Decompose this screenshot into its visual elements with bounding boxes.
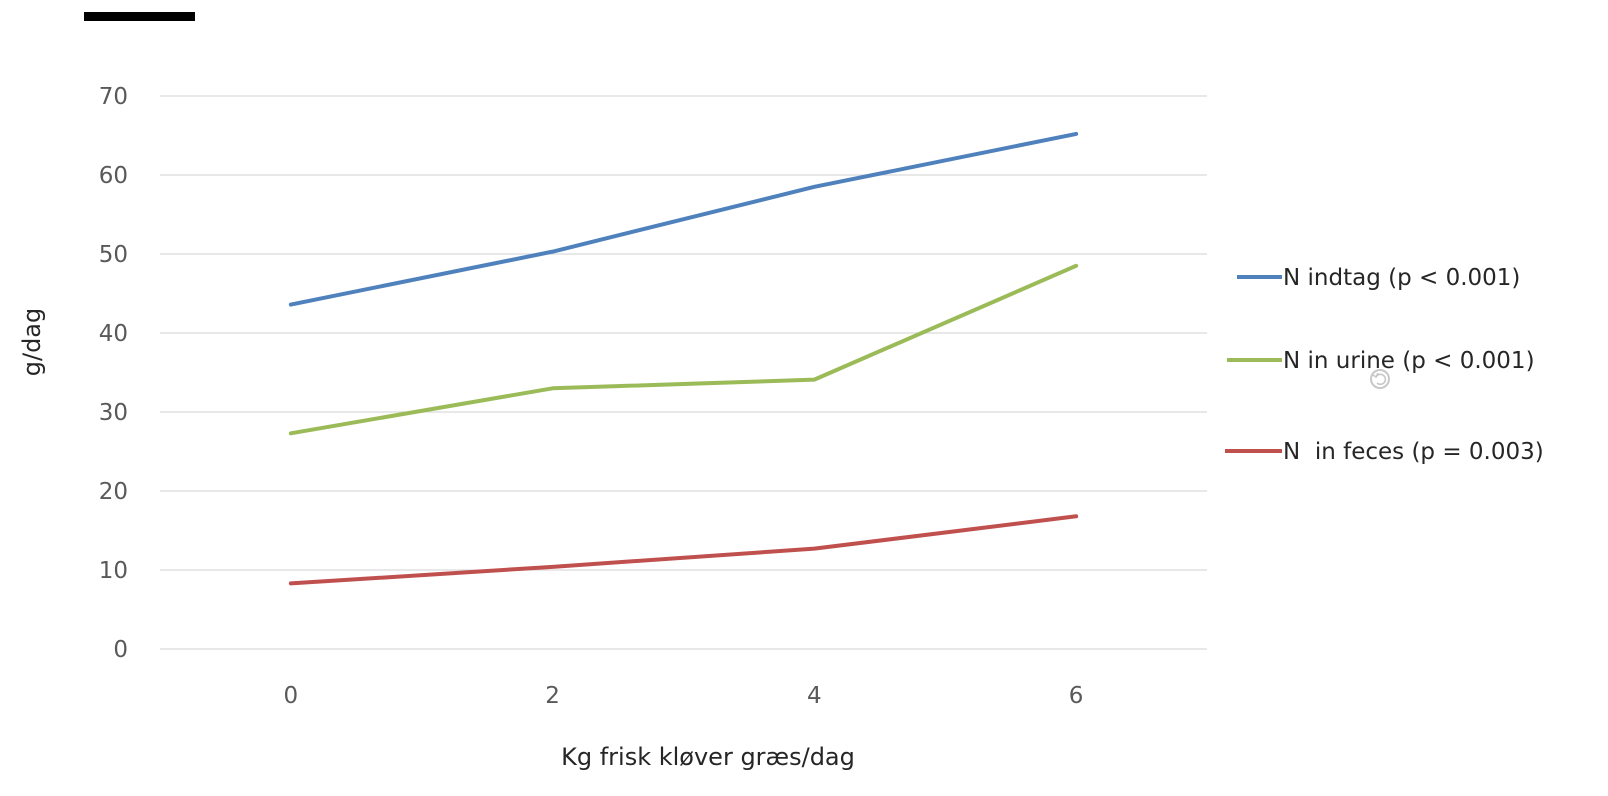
series-line-3 (288, 514, 1079, 586)
y-tick-label: 10 (99, 558, 128, 584)
legend-label: N in urine (p < 0.001) (1283, 348, 1535, 374)
y-axis-title: g/dag (18, 308, 46, 377)
x-tick-label: 0 (284, 683, 299, 709)
legend: N indtag (p < 0.001) N in urine (p < 0.00… (1225, 265, 1544, 465)
y-tick-label: 20 (99, 479, 128, 505)
legend-label: N in feces (p = 0.003) (1283, 439, 1544, 465)
refresh-cursor-icon (1370, 369, 1390, 389)
y-tick-label: 70 (99, 84, 128, 110)
series-line-1 (288, 131, 1079, 307)
series-lines (288, 131, 1079, 586)
y-tick-label: 60 (99, 163, 128, 189)
y-tick-label: 0 (113, 637, 128, 663)
y-tick-label: 30 (99, 400, 128, 426)
legend-item: N in feces (p = 0.003) (1225, 439, 1544, 465)
x-tick-label: 4 (807, 683, 822, 709)
y-tick-label: 40 (99, 321, 128, 347)
x-tick-label: 2 (545, 683, 560, 709)
y-tick-label: 50 (99, 242, 128, 268)
header-bar (84, 12, 195, 21)
legend-label: N indtag (p < 0.001) (1283, 265, 1520, 291)
y-axis-ticks: 0 10 20 30 40 50 60 70 (99, 84, 128, 663)
gridlines (160, 95, 1207, 650)
legend-item: N indtag (p < 0.001) (1237, 265, 1520, 291)
x-axis-ticks: 0 2 4 6 (284, 683, 1084, 709)
x-axis-title: Kg frisk kløver græs/dag (561, 743, 855, 771)
x-tick-label: 6 (1069, 683, 1084, 709)
legend-item: N in urine (p < 0.001) (1227, 348, 1535, 374)
series-line-2 (288, 263, 1079, 436)
